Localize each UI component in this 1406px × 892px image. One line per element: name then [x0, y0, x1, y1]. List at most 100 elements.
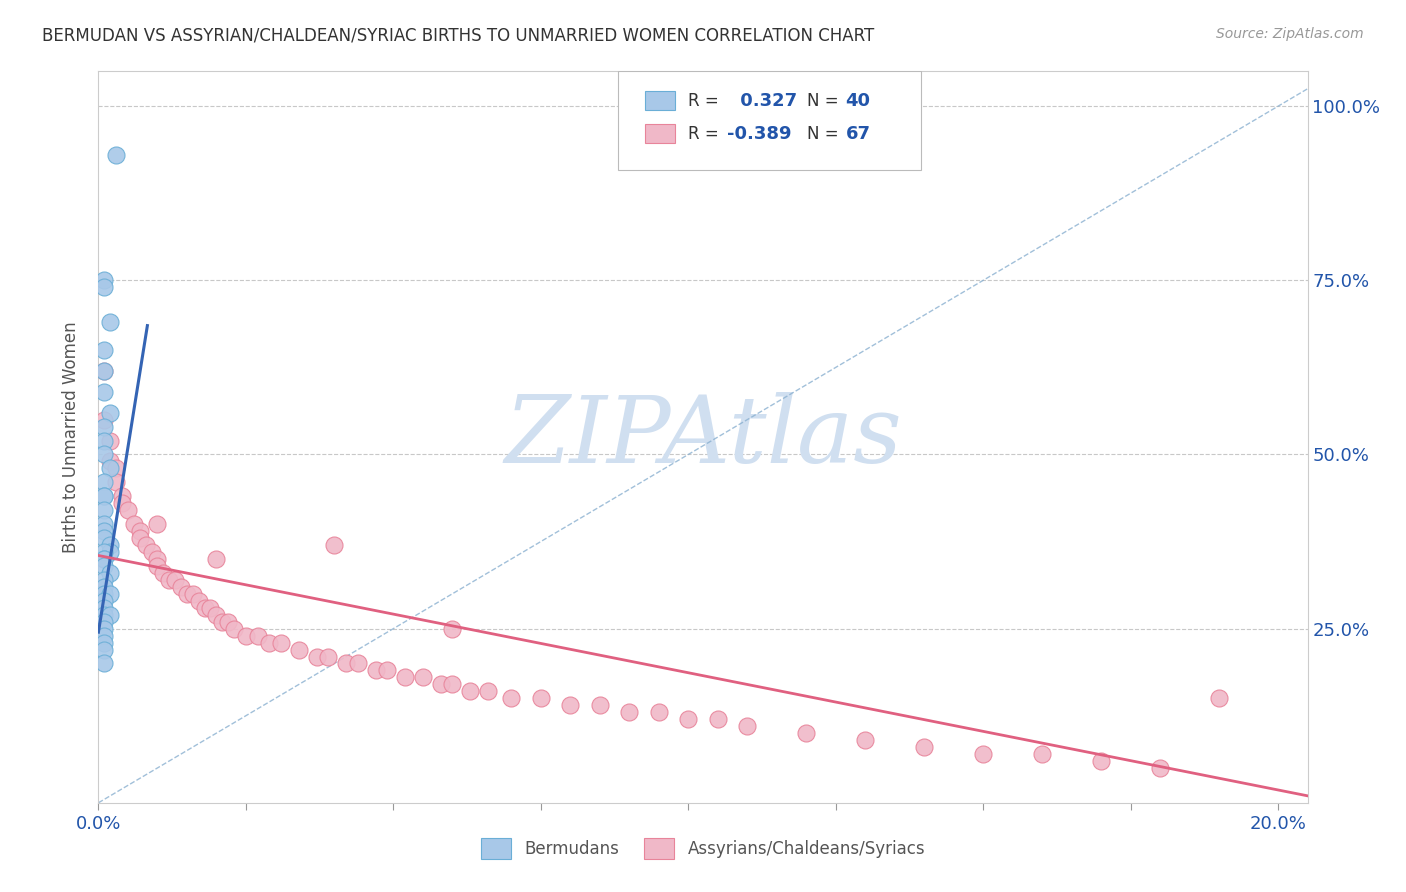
Point [98, 461, 121, 475]
Point [458, 684, 481, 698]
Text: R =: R = [689, 92, 724, 110]
Point [200, 600, 222, 615]
Point [412, 670, 434, 684]
Point [93, 635, 115, 649]
Point [530, 691, 553, 706]
Point [93, 448, 115, 462]
Point [318, 649, 340, 664]
Point [560, 698, 582, 713]
Point [305, 649, 328, 664]
Point [98, 538, 121, 552]
Point [364, 664, 387, 678]
Point [93, 558, 115, 573]
Point [152, 566, 174, 580]
Point [98, 315, 121, 329]
Point [93, 573, 115, 587]
Y-axis label: Births to Unmarried Women: Births to Unmarried Women [62, 321, 80, 553]
Point [146, 552, 169, 566]
Point [128, 531, 150, 545]
Point [93, 364, 115, 378]
Point [93, 552, 115, 566]
Point [235, 629, 257, 643]
Point [111, 496, 134, 510]
Point [794, 726, 817, 740]
Point [93, 364, 115, 378]
Point [146, 558, 169, 573]
Point [93, 531, 115, 545]
Point [93, 343, 115, 357]
Point [93, 419, 115, 434]
Text: -0.389: -0.389 [727, 125, 792, 143]
Point [146, 517, 169, 532]
Point [477, 684, 499, 698]
Point [93, 545, 115, 559]
Legend: Bermudans, Assyrians/Chaldeans/Syriacs: Bermudans, Assyrians/Chaldeans/Syriacs [472, 830, 934, 868]
Point [111, 489, 134, 503]
Point [93, 600, 115, 615]
Point [93, 642, 115, 657]
Point [93, 622, 115, 636]
Point [141, 545, 163, 559]
Point [429, 677, 451, 691]
Point [181, 587, 204, 601]
Point [93, 434, 115, 448]
Point [205, 607, 228, 622]
Point [259, 635, 281, 649]
Point [194, 600, 217, 615]
Text: 40: 40 [845, 92, 870, 110]
Point [98, 607, 121, 622]
Point [222, 622, 245, 636]
Point [93, 503, 115, 517]
Point [98, 545, 121, 559]
Text: 0.327: 0.327 [734, 92, 797, 110]
Point [335, 657, 357, 671]
Point [170, 580, 193, 594]
Text: Source: ZipAtlas.com: Source: ZipAtlas.com [1216, 27, 1364, 41]
Text: ZIPAtlas: ZIPAtlas [505, 392, 901, 482]
Point [205, 552, 228, 566]
Point [135, 538, 157, 552]
Point [117, 503, 139, 517]
Point [93, 273, 115, 287]
Point [93, 629, 115, 643]
Point [270, 635, 292, 649]
Point [93, 615, 115, 629]
Point [501, 691, 523, 706]
Point [441, 622, 464, 636]
Point [93, 607, 115, 622]
Point [678, 712, 700, 726]
Point [441, 677, 464, 691]
Point [98, 406, 121, 420]
Text: N =: N = [807, 92, 844, 110]
Point [347, 657, 370, 671]
FancyBboxPatch shape [645, 92, 675, 110]
FancyBboxPatch shape [619, 71, 921, 170]
Point [912, 740, 935, 755]
Point [98, 434, 121, 448]
Point [122, 517, 145, 532]
Text: R =: R = [689, 125, 724, 143]
Point [187, 594, 209, 608]
Point [93, 594, 115, 608]
Point [105, 461, 128, 475]
Point [165, 573, 187, 587]
Point [93, 524, 115, 538]
Point [288, 642, 311, 657]
Point [735, 719, 758, 733]
Point [246, 629, 269, 643]
Point [1149, 761, 1171, 775]
Point [1031, 747, 1053, 761]
Point [93, 412, 115, 426]
Point [105, 148, 128, 162]
FancyBboxPatch shape [645, 124, 675, 143]
Text: 67: 67 [845, 125, 870, 143]
Point [93, 580, 115, 594]
Point [377, 664, 399, 678]
Text: N =: N = [807, 125, 844, 143]
Point [648, 705, 671, 719]
Text: BERMUDAN VS ASSYRIAN/CHALDEAN/SYRIAC BIRTHS TO UNMARRIED WOMEN CORRELATION CHART: BERMUDAN VS ASSYRIAN/CHALDEAN/SYRIAC BIR… [42, 27, 875, 45]
Point [93, 489, 115, 503]
Point [619, 705, 641, 719]
Point [589, 698, 612, 713]
Point [394, 670, 416, 684]
